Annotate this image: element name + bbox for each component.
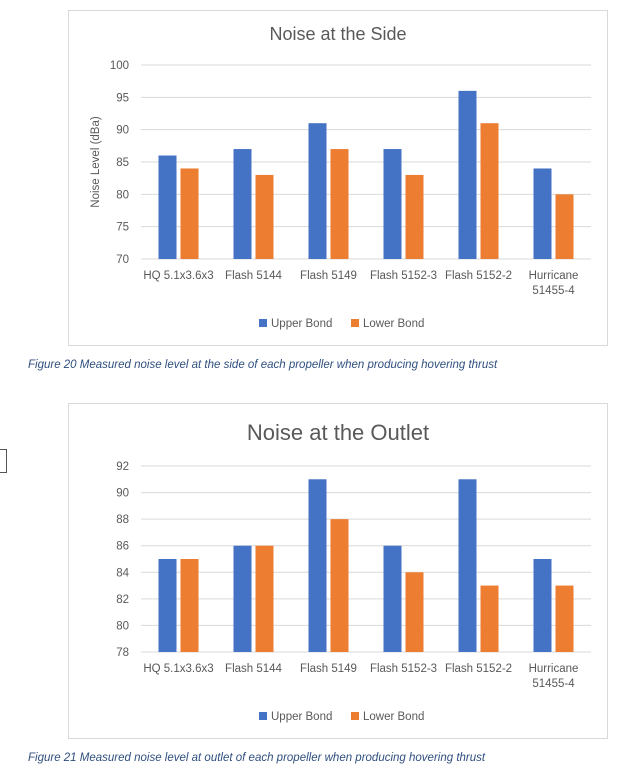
bar-upper-bond	[383, 545, 402, 652]
y-axis-label: Noise Level (dBa)	[90, 116, 102, 208]
legend-swatch-lower-bond	[351, 712, 359, 720]
y-tick-label: 85	[116, 157, 129, 169]
bar-lower-bond	[180, 168, 199, 259]
x-tick-label: Flash 5149	[300, 663, 357, 675]
y-tick-label: 70	[116, 254, 129, 266]
bar-upper-bond	[458, 90, 477, 259]
bar-upper-bond	[158, 559, 177, 652]
figure-20-caption: Figure 20 Measured noise level at the si…	[28, 359, 498, 371]
y-tick-label: 92	[116, 461, 129, 473]
y-tick-label: 100	[110, 60, 129, 72]
edge-bracket	[0, 449, 7, 473]
bar-lower-bond	[255, 174, 274, 259]
bar-lower-bond	[180, 559, 199, 652]
y-tick-label: 80	[116, 189, 129, 201]
legend-label-upper-bond: Upper Bond	[271, 711, 332, 723]
bar-lower-bond	[405, 174, 424, 259]
x-tick-label: Flash 5152-2	[445, 663, 512, 675]
chart-title: Noise at the Outlet	[247, 420, 429, 445]
bar-upper-bond	[308, 123, 327, 259]
x-tick-label: Hurricane	[529, 270, 579, 282]
y-tick-label: 90	[116, 125, 129, 137]
bar-upper-bond	[533, 559, 552, 652]
y-tick-label: 84	[116, 567, 129, 579]
x-tick-label: Flash 5152-3	[370, 270, 437, 282]
x-tick-label: 51455-4	[532, 678, 575, 690]
bar-lower-bond	[255, 545, 274, 652]
bar-upper-bond	[383, 149, 402, 259]
bar-lower-bond	[555, 194, 574, 259]
y-tick-label: 75	[116, 222, 129, 234]
bar-lower-bond	[330, 519, 349, 652]
legend-label-lower-bond: Lower Bond	[363, 711, 424, 723]
chart-noise-side-svg: Noise at the Side 70 75 80 85 90 95 100 Noise Le…	[90, 24, 591, 330]
x-tick-label: Flash 5149	[300, 270, 357, 282]
bar-lower-bond	[480, 585, 499, 652]
figure-21-caption: Figure 21 Measured noise level at outlet…	[28, 752, 486, 764]
legend-swatch-lower-bond	[351, 319, 359, 327]
x-tick-label: Flash 5152-3	[370, 663, 437, 675]
bar-upper-bond	[233, 149, 252, 259]
chart-noise-outlet-svg: Noise at the Outlet 78 80 82 84 86 88 90 92 HQ 5.…	[116, 420, 591, 723]
x-tick-label: Flash 5152-2	[445, 270, 512, 282]
y-tick-label: 95	[116, 92, 129, 104]
bar-upper-bond	[533, 168, 552, 259]
x-tick-label: Flash 5144	[225, 663, 283, 675]
chart-title: Noise at the Side	[269, 24, 406, 44]
bar-lower-bond	[330, 149, 349, 259]
y-tick-label: 82	[116, 594, 129, 606]
bar-upper-bond	[158, 155, 177, 259]
legend-label-upper-bond: Upper Bond	[271, 318, 332, 330]
legend-label-lower-bond: Lower Bond	[363, 318, 424, 330]
bar-lower-bond	[405, 572, 424, 652]
y-tick-label: 86	[116, 541, 129, 553]
legend-swatch-upper-bond	[259, 319, 267, 327]
x-tick-label: Hurricane	[529, 663, 579, 675]
legend-swatch-upper-bond	[259, 712, 267, 720]
bar-lower-bond	[480, 123, 499, 259]
bar-upper-bond	[308, 479, 327, 652]
bar-lower-bond	[555, 585, 574, 652]
x-tick-label: Flash 5144	[225, 270, 283, 282]
y-tick-label: 88	[116, 514, 129, 526]
bar-upper-bond	[458, 479, 477, 652]
x-tick-label: HQ 5.1x3.6x3	[143, 270, 213, 282]
y-tick-label: 80	[116, 620, 129, 632]
chart-noise-side: Noise at the Side 70 75 80 85 90 95 100 Noise Le…	[68, 10, 608, 346]
y-tick-label: 90	[116, 488, 129, 500]
chart-noise-outlet: Noise at the Outlet 78 80 82 84 86 88 90 92 HQ 5.…	[68, 403, 608, 739]
x-tick-label: 51455-4	[532, 285, 575, 297]
bar-upper-bond	[233, 545, 252, 652]
y-tick-label: 78	[116, 647, 129, 659]
x-tick-label: HQ 5.1x3.6x3	[143, 663, 213, 675]
